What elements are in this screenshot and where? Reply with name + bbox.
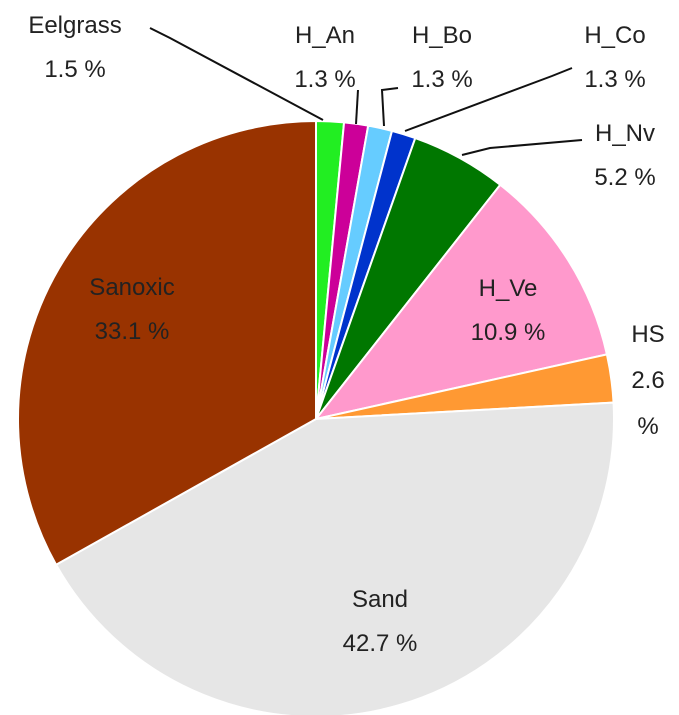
value-label: 1.5 % (44, 56, 106, 83)
value-label: 42.7 % (342, 630, 418, 657)
category-label: H_Nv (594, 120, 655, 147)
category-label: Sand (351, 586, 409, 613)
slice-label: Sanoxic 33.1 % (89, 266, 174, 354)
value-label: 1.3 % (411, 66, 473, 93)
value-label: 10.9 % (470, 319, 546, 346)
slice (54, 401, 615, 715)
slice (313, 183, 609, 421)
slices (17, 119, 615, 715)
category-label: Sanoxic (89, 274, 175, 301)
category-label: H_An (294, 22, 356, 49)
category-label: Eelgrass (28, 12, 122, 39)
leader-line (404, 67, 573, 132)
value-label: 2.6 % (631, 367, 665, 440)
slice (17, 119, 317, 567)
leader-line (149, 27, 324, 121)
value-label: 33.1 % (94, 318, 170, 345)
leader-line (355, 89, 359, 125)
slice-label: H_Ve 10.9 % (471, 267, 546, 355)
slice-label: H_Co 1.3 % (584, 14, 645, 102)
slice-label: HS 2.6 % (628, 312, 668, 450)
category-label: H_Ve (478, 275, 538, 302)
category-label: H_Co (584, 22, 646, 49)
leader-lines (149, 27, 583, 156)
value-label: 1.3 % (294, 66, 356, 93)
value-label: 1.3 % (584, 66, 646, 93)
leader-line (380, 87, 399, 127)
leader-line (461, 139, 583, 156)
slice-label: H_Bo 1.3 % (411, 14, 472, 102)
slice-label: H_Nv 5.2 % (594, 112, 655, 200)
slice-label: H_An 1.3 % (294, 14, 355, 102)
category-label: HS (631, 321, 665, 348)
value-label: 5.2 % (594, 164, 656, 191)
slice-label: Sand 42.7 % (343, 578, 418, 666)
slice-label: Eelgrass 1.5 % (28, 4, 121, 92)
category-label: H_Bo (411, 22, 473, 49)
